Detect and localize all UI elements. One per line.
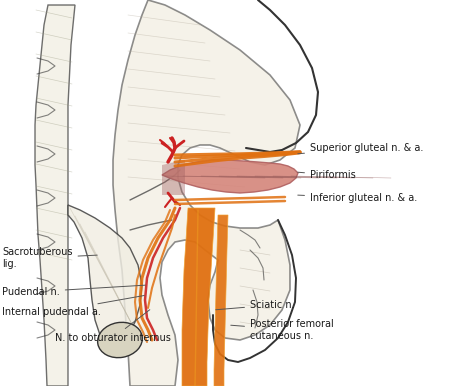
Polygon shape	[35, 5, 75, 386]
Text: Internal pudendal a.: Internal pudendal a.	[2, 296, 144, 317]
Polygon shape	[214, 215, 228, 386]
Text: Sciatic n.: Sciatic n.	[216, 300, 295, 310]
Polygon shape	[182, 208, 215, 386]
Text: Piriformis: Piriformis	[298, 170, 356, 180]
Polygon shape	[162, 160, 298, 193]
Text: Pudendal n.: Pudendal n.	[2, 285, 145, 297]
Text: Posterior femoral
cutaneous n.: Posterior femoral cutaneous n.	[231, 319, 334, 341]
Polygon shape	[162, 160, 185, 195]
Polygon shape	[113, 0, 300, 386]
Text: Superior gluteal n. & a.: Superior gluteal n. & a.	[298, 143, 423, 154]
Polygon shape	[68, 205, 142, 345]
Text: N. to obturator internus: N. to obturator internus	[55, 310, 171, 343]
Text: Inferior gluteal n. & a.: Inferior gluteal n. & a.	[298, 193, 417, 203]
Text: Sacrotuberous
lig.: Sacrotuberous lig.	[2, 247, 97, 269]
Ellipse shape	[98, 322, 142, 358]
